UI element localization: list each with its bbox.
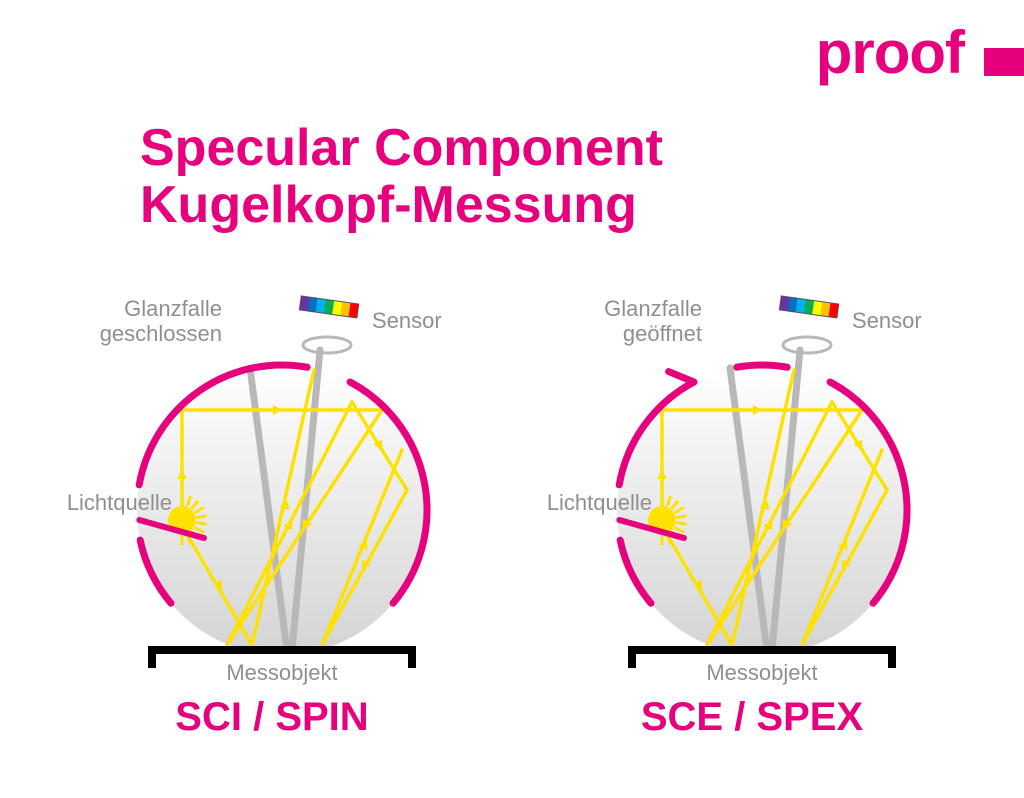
title-line-2: Kugelkopf-Messung (140, 176, 637, 234)
label-lichtquelle: Lichtquelle (62, 490, 172, 515)
brand-logo-bar (984, 48, 1024, 76)
diagram-row: Glanzfalle geschlossen Sensor Lichtquell… (0, 290, 1024, 750)
label-glanzfalle: Glanzfalle geschlossen (72, 296, 222, 347)
caption-sce: SCE / SPEX (552, 695, 952, 740)
diagram-sci: Glanzfalle geschlossen Sensor Lichtquell… (72, 290, 472, 750)
label-sensor: Sensor (852, 308, 922, 333)
caption-sci: SCI / SPIN (72, 695, 472, 740)
brand-logo: proof (816, 18, 964, 87)
label-lichtquelle: Lichtquelle (542, 490, 652, 515)
label-messobjekt: Messobjekt (222, 660, 342, 685)
title-line-1: Specular Component (140, 119, 663, 177)
page-title: Specular Component Kugelkopf-Messung (140, 120, 663, 234)
label-glanzfalle: Glanzfalle geöffnet (552, 296, 702, 347)
diagram-sce: Glanzfalle geöffnet Sensor Lichtquelle M… (552, 290, 952, 750)
label-sensor: Sensor (372, 308, 442, 333)
label-messobjekt: Messobjekt (702, 660, 822, 685)
